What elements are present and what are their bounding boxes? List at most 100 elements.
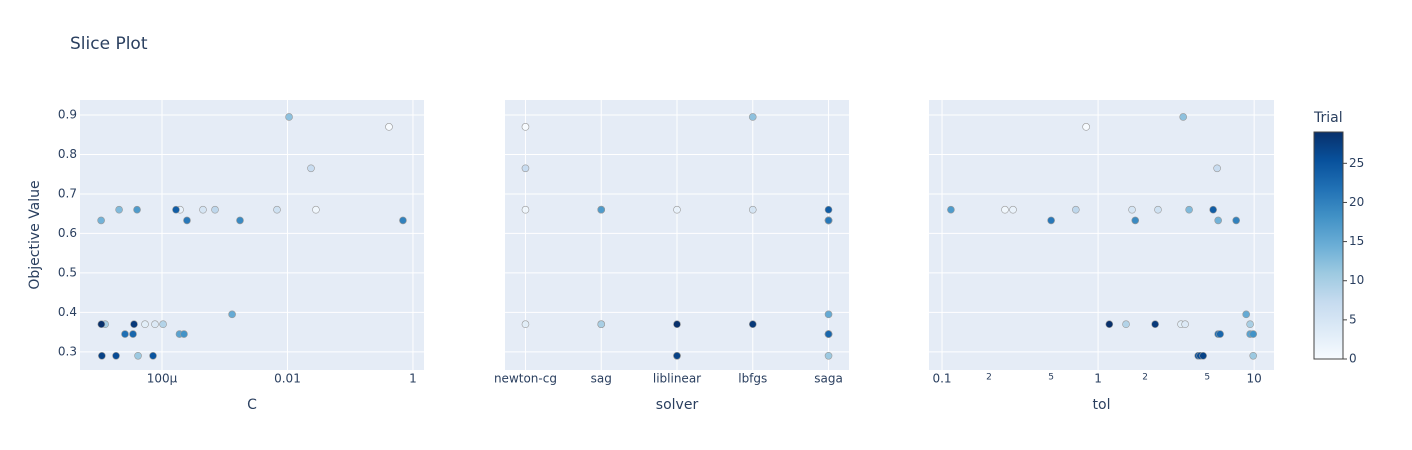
point	[115, 205, 123, 214]
x-tick-label: 100μ	[147, 372, 178, 386]
point	[1246, 320, 1254, 329]
point	[121, 330, 129, 338]
x-tick-label: 1	[409, 372, 417, 386]
point	[159, 320, 167, 329]
x-tick-label: 5	[1204, 373, 1210, 383]
colorbar-title: Trial	[1313, 110, 1343, 126]
point	[947, 205, 955, 214]
point	[1179, 113, 1188, 121]
colorbar-tick-label: 15	[1349, 234, 1364, 248]
x-tick-label: saga	[814, 372, 843, 386]
point	[151, 320, 159, 329]
point	[1181, 320, 1189, 329]
point	[1249, 351, 1258, 360]
point	[673, 351, 681, 360]
point	[597, 320, 606, 329]
x-tick-label: 2	[986, 373, 992, 383]
point	[748, 205, 757, 214]
point	[1131, 216, 1140, 225]
point	[1154, 205, 1162, 214]
point	[1216, 330, 1224, 338]
point	[385, 123, 393, 131]
point	[824, 216, 833, 225]
y-tick-label: 0.8	[58, 147, 77, 161]
point	[180, 330, 188, 338]
point	[149, 351, 157, 360]
x-tick-label: 0.01	[274, 372, 301, 386]
point	[1128, 205, 1136, 214]
x-tick-label: 2	[1142, 373, 1148, 383]
point	[1151, 320, 1159, 329]
y-tick-label: 0.7	[58, 186, 77, 200]
colorbar-tick-label: 10	[1349, 273, 1364, 287]
point	[312, 205, 320, 214]
x-tick-label: lbfgs	[738, 372, 767, 386]
point	[1209, 205, 1217, 214]
point	[130, 320, 138, 329]
point	[1213, 164, 1221, 173]
colorbar-tick-label: 20	[1349, 195, 1364, 209]
point	[1242, 310, 1250, 319]
y-tick-label: 0.4	[58, 305, 77, 319]
point	[183, 216, 191, 225]
colorbar-tick-label: 25	[1349, 156, 1364, 170]
point	[824, 205, 833, 214]
x-tick-label: 0.1	[932, 372, 951, 386]
plot-background	[80, 100, 424, 370]
point	[1214, 216, 1222, 225]
x-tick-label: liblinear	[653, 372, 701, 386]
point	[112, 351, 120, 360]
x-tick-label: 1	[1094, 372, 1102, 386]
x-tick-label: 5	[1048, 373, 1054, 383]
point	[1199, 351, 1207, 360]
point	[824, 330, 833, 338]
point	[824, 351, 833, 360]
point	[199, 205, 207, 214]
point	[1072, 205, 1080, 214]
point	[285, 113, 293, 121]
y-axis-title: Objective Value	[27, 180, 43, 289]
point	[673, 205, 681, 214]
x-tick-label: newton-cg	[494, 372, 557, 386]
point	[1232, 216, 1240, 225]
point	[673, 320, 681, 329]
colorbar	[1313, 131, 1344, 360]
point	[141, 320, 149, 329]
point	[133, 205, 141, 214]
x-tick-label: sag	[591, 372, 612, 386]
colorbar-tick-label: 0	[1349, 352, 1357, 366]
point	[824, 310, 833, 319]
point	[1105, 320, 1114, 329]
x-axis-title: solver	[656, 397, 699, 413]
x-tick-label: 10	[1247, 372, 1262, 386]
point	[307, 164, 315, 173]
point	[98, 351, 106, 360]
x-axis-title: C	[247, 397, 257, 413]
colorbar-tick-label: 5	[1349, 312, 1357, 326]
point	[399, 216, 407, 225]
y-tick-label: 0.9	[58, 108, 77, 122]
point	[228, 310, 236, 319]
point	[129, 330, 137, 338]
point	[1185, 205, 1193, 214]
y-tick-label: 0.5	[58, 265, 77, 279]
x-axis-title: tol	[1093, 397, 1111, 413]
point	[748, 320, 757, 329]
chart-title: Slice Plot	[70, 34, 148, 54]
point	[273, 205, 281, 214]
point	[1009, 205, 1017, 214]
point	[597, 205, 606, 214]
point	[521, 123, 530, 131]
point	[97, 216, 105, 225]
y-tick-label: 0.6	[58, 226, 77, 240]
point	[1249, 330, 1258, 338]
point	[211, 205, 219, 214]
point	[1122, 320, 1130, 329]
point	[748, 113, 757, 121]
y-tick-label: 0.3	[58, 344, 77, 358]
plot-background	[929, 100, 1274, 370]
point	[134, 351, 142, 360]
point	[521, 320, 530, 329]
